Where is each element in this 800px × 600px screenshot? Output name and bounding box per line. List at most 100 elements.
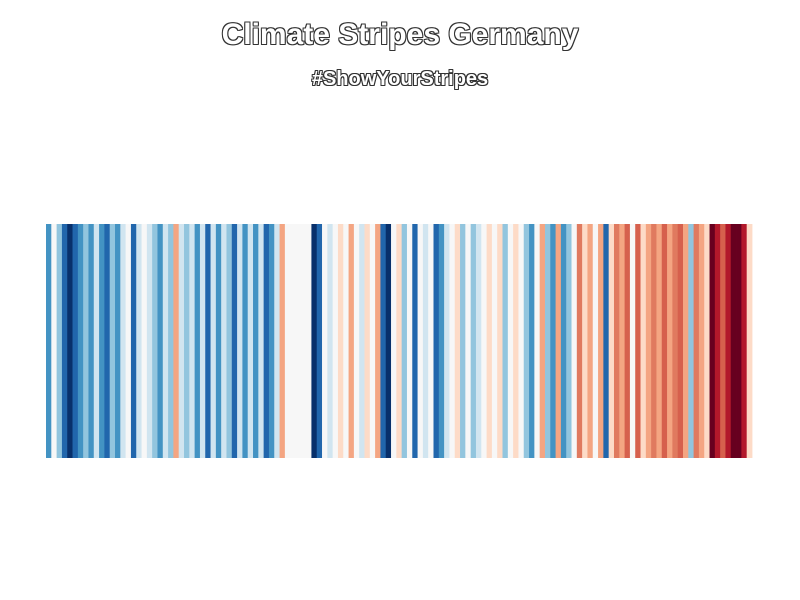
stripe bbox=[592, 224, 599, 458]
stripe bbox=[746, 224, 753, 458]
stripe bbox=[72, 224, 79, 458]
stripe bbox=[221, 224, 227, 458]
stripe bbox=[104, 224, 111, 458]
stripe bbox=[284, 224, 291, 458]
stripe bbox=[667, 224, 673, 458]
stripe bbox=[263, 224, 270, 458]
stripe bbox=[714, 224, 721, 458]
stripe bbox=[587, 224, 594, 458]
stripe bbox=[412, 224, 418, 458]
stripe bbox=[460, 224, 466, 458]
stripe bbox=[210, 224, 217, 458]
stripe bbox=[709, 224, 716, 458]
stripe bbox=[582, 224, 588, 458]
stripe bbox=[46, 224, 52, 458]
stripe bbox=[162, 224, 169, 458]
stripe bbox=[656, 224, 663, 458]
stripe bbox=[672, 224, 679, 458]
stripe bbox=[136, 224, 142, 458]
stripe bbox=[698, 224, 705, 458]
stripe bbox=[688, 224, 695, 458]
stripe bbox=[311, 224, 318, 458]
stripe bbox=[613, 224, 620, 458]
stripe bbox=[661, 224, 668, 458]
stripe bbox=[306, 224, 312, 458]
stripe bbox=[475, 224, 482, 458]
stripe bbox=[258, 224, 265, 458]
stripe bbox=[343, 224, 349, 458]
stripe bbox=[491, 224, 498, 458]
stripe bbox=[295, 224, 302, 458]
stripe bbox=[279, 224, 286, 458]
stripe bbox=[550, 224, 556, 458]
stripe bbox=[677, 224, 684, 458]
stripe bbox=[513, 224, 519, 458]
stripe bbox=[507, 224, 514, 458]
stripe bbox=[619, 224, 626, 458]
stripe bbox=[470, 224, 477, 458]
stripe bbox=[454, 224, 461, 458]
stripe bbox=[242, 224, 249, 458]
stripe bbox=[67, 224, 73, 458]
stripe bbox=[226, 224, 233, 458]
stripe bbox=[141, 224, 148, 458]
stripe bbox=[83, 224, 89, 458]
stripe bbox=[396, 224, 403, 458]
stripe bbox=[322, 224, 328, 458]
stripe bbox=[253, 224, 259, 458]
stripe bbox=[93, 224, 100, 458]
stripe bbox=[268, 224, 275, 458]
stripe bbox=[433, 224, 440, 458]
stripe bbox=[518, 224, 525, 458]
stripe bbox=[736, 224, 742, 458]
stripe bbox=[146, 224, 153, 458]
stripe bbox=[359, 224, 365, 458]
stripe bbox=[375, 224, 381, 458]
stripe bbox=[741, 224, 748, 458]
stripe bbox=[247, 224, 254, 458]
stripe bbox=[704, 224, 710, 458]
stripe bbox=[88, 224, 95, 458]
stripe bbox=[364, 224, 371, 458]
stripe bbox=[184, 224, 190, 458]
stripe bbox=[576, 224, 583, 458]
stripe bbox=[300, 224, 307, 458]
stripe bbox=[327, 224, 334, 458]
chart-title: Climate Stripes Germany bbox=[221, 18, 579, 51]
stripe bbox=[624, 224, 631, 458]
stripe bbox=[682, 224, 689, 458]
stripe bbox=[497, 224, 503, 458]
stripe bbox=[417, 224, 424, 458]
stripe bbox=[645, 224, 652, 458]
stripe bbox=[316, 224, 323, 458]
stripe bbox=[337, 224, 344, 458]
stripe bbox=[109, 224, 116, 458]
stripe bbox=[608, 224, 615, 458]
stripe bbox=[115, 224, 121, 458]
stripe bbox=[130, 224, 137, 458]
stripe bbox=[534, 224, 541, 458]
stripe bbox=[401, 224, 408, 458]
stripe bbox=[61, 224, 68, 458]
stripe bbox=[640, 224, 647, 458]
stripe bbox=[391, 224, 397, 458]
stripe bbox=[651, 224, 657, 458]
stripe bbox=[290, 224, 296, 458]
stripe bbox=[725, 224, 732, 458]
stripe bbox=[603, 224, 610, 458]
stripe bbox=[598, 224, 604, 458]
stripe bbox=[555, 224, 562, 458]
stripe bbox=[523, 224, 530, 458]
stripe bbox=[730, 224, 737, 458]
stripe bbox=[56, 224, 63, 458]
stripe bbox=[237, 224, 243, 458]
stripe bbox=[438, 224, 445, 458]
chart-subtitle: #ShowYourStripes bbox=[311, 68, 489, 90]
stripe bbox=[205, 224, 211, 458]
stripe bbox=[173, 224, 180, 458]
stripe bbox=[215, 224, 222, 458]
stripe bbox=[635, 224, 641, 458]
stripe bbox=[348, 224, 355, 458]
stripe bbox=[720, 224, 726, 458]
stripe bbox=[560, 224, 567, 458]
